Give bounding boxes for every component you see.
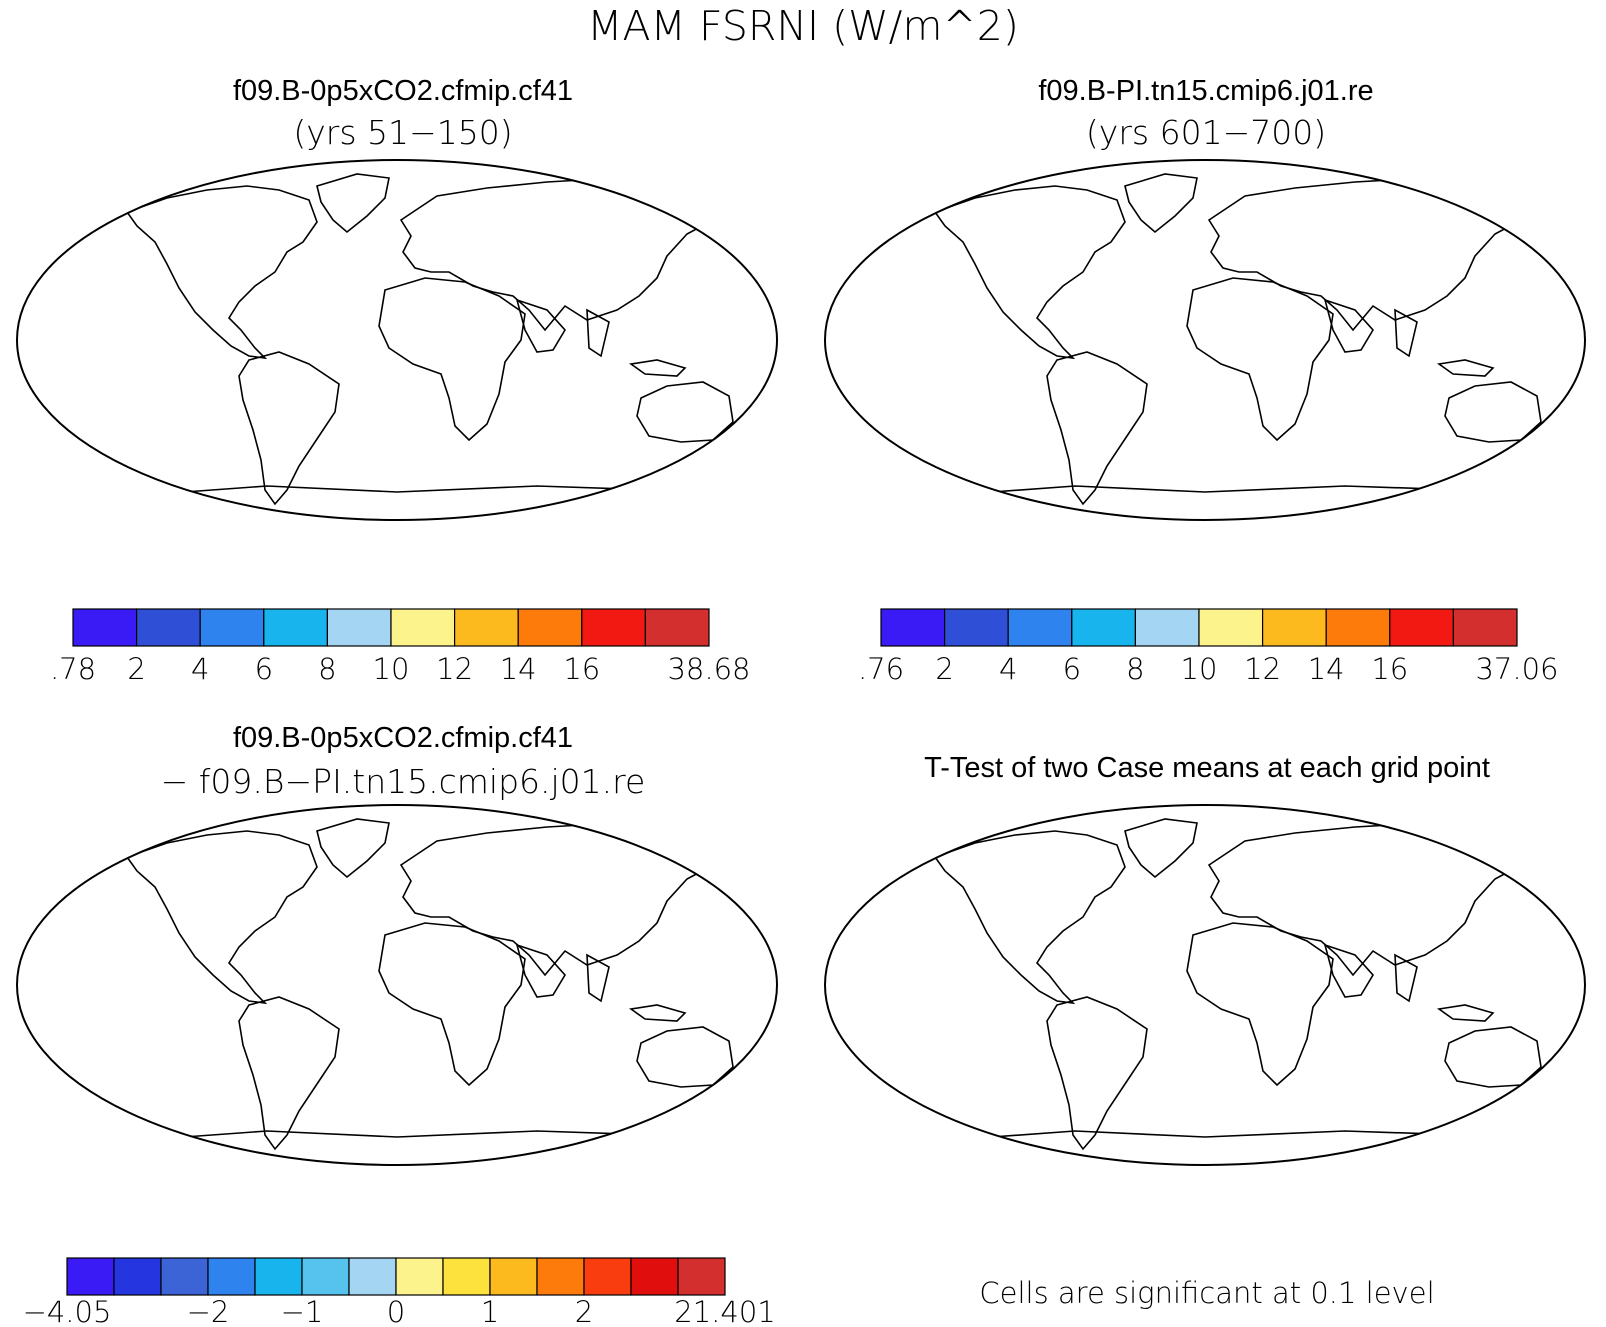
colorbar-box <box>454 608 519 647</box>
colorbar-box <box>66 1257 115 1296</box>
colorbar-tick-label: 4 <box>999 652 1017 686</box>
panel4-title: T-Test of two Case means at each grid po… <box>924 752 1490 784</box>
panel2-title: f09.B-PI.tn15.cmip6.j01.re <box>1038 75 1373 107</box>
colorbar-tick-label: 16 <box>1371 652 1408 686</box>
colorbar-box <box>72 608 138 647</box>
colorbar-tick-label: 8 <box>318 652 336 686</box>
colorbar-box <box>326 608 392 647</box>
colorbar-tick-label: −4.05 <box>23 1295 112 1327</box>
colorbar-box <box>581 608 646 647</box>
colorbar-tick-label: 6 <box>255 652 273 686</box>
colorbar-tick-label: 2 <box>575 1295 593 1327</box>
panel1-title: f09.B-0p5xCO2.cfmip.cf41 <box>233 75 573 107</box>
panel-difference: f09.B-0p5xCO2.cfmip.cf41 − f09.B−PI.tn15… <box>16 722 778 1327</box>
colorbar-tick-label: 14 <box>500 652 537 686</box>
panel1-colorbar: .78 2 4 6 8 10 12 14 16 38.68 <box>50 608 751 686</box>
colorbar-tick-label: 16 <box>563 652 600 686</box>
colorbar-box <box>395 1257 444 1296</box>
colorbar-box <box>1198 608 1264 647</box>
panel3-subtitle: − f09.B−PI.tn15.cmip6.j01.re <box>161 762 646 801</box>
colorbar-box <box>1325 608 1391 647</box>
panel3-title: f09.B-0p5xCO2.cfmip.cf41 <box>233 722 573 754</box>
colorbar-box <box>677 1257 726 1296</box>
colorbar-tick-label: 38.68 <box>667 652 750 686</box>
colorbar-box <box>489 1257 538 1296</box>
colorbar-box <box>880 608 946 647</box>
colorbar-box <box>1261 608 1327 647</box>
colorbar-tick-label: 0 <box>387 1295 405 1327</box>
colorbar-tick-label: −2 <box>187 1295 230 1327</box>
panel2-subtitle: (yrs 601−700) <box>1086 113 1326 152</box>
panel-case2: f09.B-PI.tn15.cmip6.j01.re (yrs 601−700) <box>824 75 1586 686</box>
colorbar-box <box>136 608 201 647</box>
colorbar-tick-label: −1 <box>281 1295 324 1327</box>
colorbar-tick-label: 14 <box>1308 652 1345 686</box>
panel-ttest: T-Test of two Case means at each grid po… <box>824 752 1586 1310</box>
colorbar-tick-label: .78 <box>50 652 96 686</box>
colorbar-box <box>207 1257 256 1296</box>
colorbar-box <box>536 1257 585 1296</box>
colorbar-box <box>644 608 710 647</box>
colorbar-tick-label: 21.401 <box>674 1295 775 1327</box>
colorbar-tick-label: 8 <box>1126 652 1144 686</box>
colorbar-box <box>1071 608 1137 647</box>
colorbar-tick-label: 6 <box>1063 652 1081 686</box>
colorbar-tick-label: 12 <box>1244 652 1281 686</box>
colorbar-tick-label: .76 <box>858 652 904 686</box>
colorbar-tick-label: 1 <box>481 1295 499 1327</box>
panel3-map <box>16 804 778 1166</box>
colorbar-tick-label: 12 <box>436 652 473 686</box>
colorbar-tick-label: 10 <box>373 652 410 686</box>
colorbar-tick-label: 37.06 <box>1475 652 1558 686</box>
colorbar-box <box>1007 608 1073 647</box>
panel-case1: f09.B-0p5xCO2.cfmip.cf41 (yrs 51−150) <box>16 75 778 686</box>
colorbar-box <box>1134 608 1200 647</box>
colorbar-box <box>517 608 583 647</box>
colorbar-tick-label: 10 <box>1181 652 1218 686</box>
colorbar-box <box>1452 608 1518 647</box>
colorbar-box <box>442 1257 491 1296</box>
colorbar-tick-label: 2 <box>935 652 953 686</box>
colorbar-box <box>390 608 456 647</box>
colorbar-box <box>630 1257 679 1296</box>
figure-title: MAM FSRNI (W/m^2) <box>587 2 1019 50</box>
panel4-footnote: Cells are significant at 0.1 level <box>979 1276 1434 1310</box>
colorbar-box <box>943 608 1009 647</box>
panel2-map <box>824 159 1586 521</box>
colorbar-tick-label: 4 <box>191 652 209 686</box>
panel2-colorbar: .76 2 4 6 8 10 12 14 16 37.06 <box>858 608 1559 686</box>
colorbar-box <box>583 1257 632 1296</box>
colorbar-box <box>199 608 265 647</box>
colorbar-box <box>160 1257 209 1296</box>
panel4-map <box>824 804 1586 1166</box>
colorbar-box <box>113 1257 162 1296</box>
colorbar-box <box>348 1257 397 1296</box>
colorbar-box <box>1389 608 1455 647</box>
colorbar-box <box>254 1257 303 1296</box>
panel1-subtitle: (yrs 51−150) <box>293 113 512 152</box>
colorbar-box <box>263 608 328 647</box>
colorbar-box <box>301 1257 350 1296</box>
colorbar-tick-label: 2 <box>127 652 145 686</box>
panel1-map <box>16 159 778 521</box>
panel3-colorbar: −4.05 −2 −1 0 1 2 21.401 <box>23 1257 776 1327</box>
